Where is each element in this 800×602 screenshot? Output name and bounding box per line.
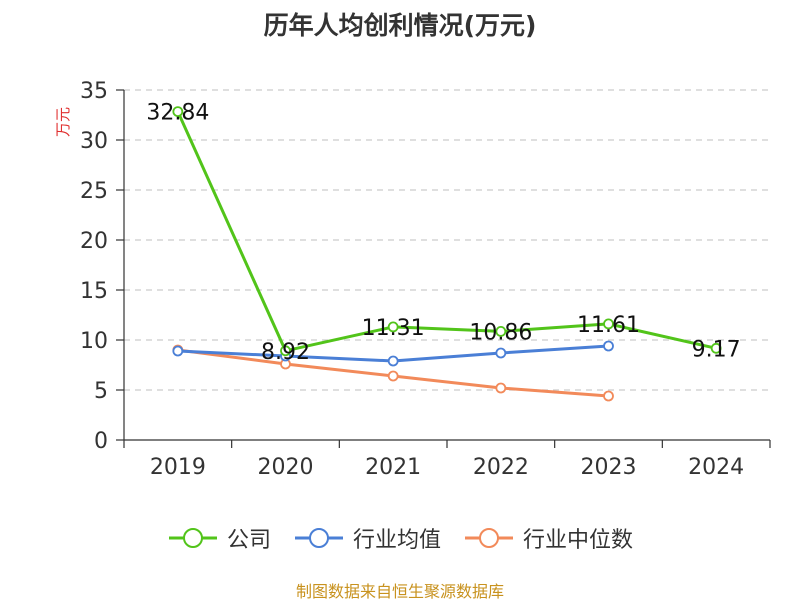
source-note: 制图数据来自恒生聚源数据库 <box>295 582 504 601</box>
data-point <box>495 382 507 394</box>
series-lines <box>172 106 722 402</box>
y-tick-label: 20 <box>80 229 108 254</box>
y-tick-label: 0 <box>94 429 108 454</box>
y-axis-label: 万元 <box>54 107 72 137</box>
legend-line-circle-icon <box>465 528 513 548</box>
legend-item[interactable]: 公司 <box>167 522 271 554</box>
data-labels: 32.84 8.92 11.31 10.86 11.61 9.17 <box>146 101 740 365</box>
x-tick-label: 2024 <box>688 455 744 480</box>
legend-circle <box>308 528 329 548</box>
data-point <box>710 342 722 354</box>
data-point <box>603 318 614 330</box>
x-tick-label: 2019 <box>150 455 206 480</box>
y-tick-label: 10 <box>80 329 108 354</box>
series-line <box>176 110 717 353</box>
x-tick-label: 2021 <box>365 455 421 480</box>
y-tick-label: 5 <box>94 379 108 404</box>
y-tick-label: 15 <box>80 279 108 304</box>
grid-lines <box>124 89 770 391</box>
legend-label: 行业中位数 <box>523 528 634 553</box>
data-point <box>603 340 614 352</box>
data-label: 11.31 <box>362 316 425 341</box>
data-point <box>387 321 399 333</box>
data-label: 8.92 <box>261 340 310 365</box>
legend-item[interactable]: 行业均值 <box>293 522 441 554</box>
y-tick-label: 30 <box>80 129 108 154</box>
legend-item[interactable]: 行业中位数 <box>463 522 633 554</box>
legend-circle <box>182 528 203 548</box>
x-tick-label: 2022 <box>473 455 529 480</box>
data-label: 11.61 <box>577 313 640 338</box>
line-chart: 0 5 10 15 20 25 30 35 2019 2020 2021 2022 2023 2024 万… <box>54 79 771 480</box>
legend-line-circle-icon <box>294 528 343 548</box>
data-point <box>387 370 399 382</box>
data-point <box>387 355 399 367</box>
x-tick-label: 2023 <box>581 455 637 480</box>
data-point <box>495 325 507 337</box>
x-tick-label: 2020 <box>258 455 314 480</box>
legend-line-circle-icon <box>168 528 217 548</box>
axes: 0 5 10 15 20 25 30 35 2019 2020 2021 2022 2023 2024 <box>80 79 771 480</box>
data-point <box>495 347 507 359</box>
y-tick-label: 25 <box>80 179 108 204</box>
legend-label: 行业均值 <box>352 528 441 553</box>
data-label: 9.17 <box>692 337 741 362</box>
chart-title: 历年人均创利情况(万元) <box>263 11 537 40</box>
data-point <box>172 345 184 357</box>
legend-label: 公司 <box>226 528 271 553</box>
data-label: 10.86 <box>469 320 532 345</box>
y-tick-label: 35 <box>80 79 108 104</box>
legend-circle <box>479 528 499 548</box>
data-point <box>280 345 291 357</box>
data-point <box>603 390 614 402</box>
legend: 公司 行业均值 行业中位数 <box>0 520 800 556</box>
data-point <box>172 106 184 117</box>
data-label: 32.84 <box>146 101 209 126</box>
